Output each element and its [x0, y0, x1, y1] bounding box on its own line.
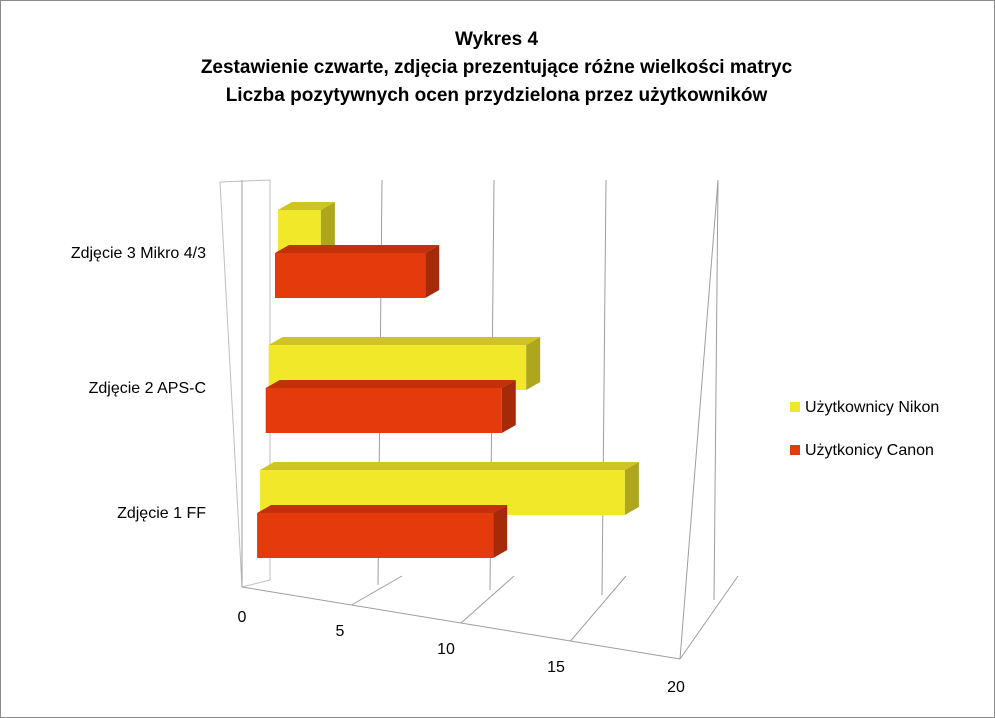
legend-swatch: [790, 402, 800, 412]
legend-label: Użytkownicy Nikon: [805, 399, 939, 416]
legend-label: Użytkonicy Canon: [805, 442, 934, 459]
bar-top-face: [265, 380, 516, 388]
bar-top-face: [260, 462, 639, 470]
chart-title: Wykres 4: [454, 29, 539, 50]
bar-end-face: [624, 462, 639, 515]
floor-gridline: [460, 575, 515, 624]
legend-swatch: [790, 445, 800, 455]
x-tick-label: 10: [437, 641, 455, 658]
side-wall: [219, 179, 271, 588]
bar: [265, 388, 502, 433]
bar: [257, 513, 494, 558]
chart-titles: Wykres 4 Zestawienie czwarte, zdjęcia pr…: [0, 26, 993, 110]
category-label: Zdjęcie 2 APS-C: [89, 380, 206, 397]
floor-gridline: [679, 575, 739, 660]
bar: [274, 253, 426, 298]
chart-subtitle-line-2: Liczba pozytywnych ocen przydzielona prz…: [225, 85, 768, 106]
x-tick-label: 0: [238, 609, 247, 626]
category-label: Zdjęcie 3 Mikro 4/3: [71, 245, 206, 262]
right-wall-edge: [679, 179, 719, 660]
bar-end-face: [526, 337, 541, 390]
category-label: Zdjęcie 1 FF: [117, 505, 206, 522]
x-tick-label: 20: [667, 679, 685, 696]
floor-gridline: [351, 575, 403, 606]
bar-end-face: [493, 505, 508, 558]
gridline: [601, 179, 607, 596]
bar-end-face: [320, 202, 335, 255]
bar-end-face: [501, 380, 516, 433]
gridline: [713, 179, 719, 601]
bar-end-face: [425, 245, 440, 298]
bar-top-face: [274, 245, 440, 253]
bar-top-face: [257, 505, 508, 513]
bar-top-face: [277, 202, 335, 210]
bar-top-face: [268, 337, 541, 345]
x-tick-label: 15: [547, 659, 565, 676]
chart-subtitle-line-1: Zestawienie czwarte, zdjęcia prezentując…: [200, 57, 793, 78]
x-tick-label: 5: [336, 623, 345, 640]
floor-gridline: [570, 575, 627, 642]
